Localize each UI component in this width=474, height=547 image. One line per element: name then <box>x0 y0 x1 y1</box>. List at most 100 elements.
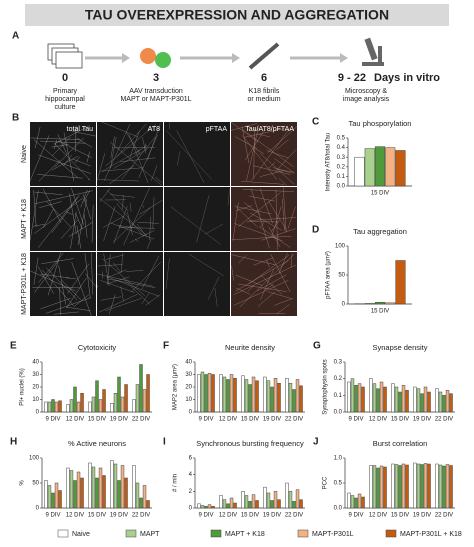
neurite <box>40 140 86 144</box>
bar <box>350 495 355 509</box>
bar <box>132 399 136 413</box>
bar <box>95 380 99 413</box>
neurite <box>75 212 83 230</box>
y-tick-label: 0.5 <box>337 136 346 142</box>
y-tick-label: 0 <box>342 302 346 308</box>
legend-swatch <box>125 529 137 538</box>
neurite <box>259 221 265 228</box>
neurite <box>101 121 138 138</box>
neurite <box>86 151 91 163</box>
row-label: MAPT-P301L + K18 <box>21 253 28 315</box>
neurite <box>63 154 73 167</box>
panel-letter: I <box>163 437 166 448</box>
legend-swatch <box>57 529 69 538</box>
neurite <box>90 252 94 295</box>
x-tick-label: 15 DIV <box>391 417 409 423</box>
figure-title: TAU OVEREXPRESSION AND AGGREGATION <box>85 7 389 23</box>
neurite <box>253 127 255 179</box>
bar <box>299 499 303 509</box>
bar <box>80 393 84 413</box>
bar <box>95 477 99 509</box>
step-label: image analysis <box>343 96 390 103</box>
chart-title: % Active neurons <box>68 439 126 448</box>
bar <box>405 390 409 413</box>
bar <box>401 385 406 413</box>
neurite <box>242 189 294 192</box>
bar <box>229 497 234 509</box>
neurite <box>231 123 258 131</box>
y-tick-label: 0.3 <box>334 360 343 366</box>
title-band <box>25 4 449 26</box>
neurite <box>267 126 297 153</box>
channel-label: pFTAA <box>206 126 228 133</box>
neurite <box>231 235 292 241</box>
neurite <box>37 266 55 295</box>
fibril-icon <box>248 42 280 70</box>
bar <box>357 383 362 413</box>
neurite <box>261 228 296 241</box>
y-tick-label: 40 <box>185 360 192 366</box>
neurite <box>61 280 82 301</box>
bar <box>146 500 150 509</box>
neurite <box>96 284 99 288</box>
bar <box>394 464 399 509</box>
culture-plates-icon <box>47 43 83 69</box>
bar <box>58 400 62 413</box>
bar <box>44 480 48 509</box>
neurite <box>98 179 140 182</box>
bar <box>288 383 293 413</box>
bar <box>449 393 453 413</box>
x-tick-label: 19 DIV <box>263 417 281 423</box>
neurite <box>243 202 261 215</box>
neurite <box>97 273 154 287</box>
x-tick-label: 15 DIV <box>88 417 106 423</box>
y-tick-label: 30 <box>32 372 39 378</box>
bar <box>354 156 365 187</box>
bar <box>295 489 300 509</box>
neurite <box>38 252 64 283</box>
neurite <box>242 129 294 167</box>
neurite <box>40 297 71 310</box>
neurite <box>29 190 39 241</box>
neurite <box>129 230 155 243</box>
neurite <box>138 134 158 178</box>
neurite <box>42 208 54 229</box>
bar <box>369 378 373 413</box>
neurite <box>276 139 289 150</box>
y-tick-label: 0.1 <box>337 174 346 180</box>
day-number: 0 <box>62 72 68 84</box>
bar <box>91 466 96 509</box>
bar <box>285 378 289 413</box>
bar <box>222 499 227 509</box>
legend-swatch <box>210 529 222 538</box>
y-tick-label: 0 <box>36 410 40 416</box>
neurite <box>271 206 282 236</box>
x-tick-label: 19 DIV <box>263 513 281 519</box>
bar <box>47 485 52 509</box>
bar <box>299 385 303 413</box>
x-tick-label: 12 DIV <box>219 417 237 423</box>
neurite <box>257 133 270 138</box>
x-tick-label: 9 DIV <box>198 417 213 423</box>
neurite <box>270 254 291 293</box>
legend-swatch <box>297 529 309 538</box>
y-tick-label: 100 <box>29 456 40 462</box>
neurite <box>106 276 160 297</box>
bar <box>354 497 358 509</box>
neurite <box>130 261 162 293</box>
bar <box>255 500 259 509</box>
bar <box>435 463 439 509</box>
bar <box>251 376 256 413</box>
micrograph-grid: total Tau AT8 pFTAA Tau/AT8/pFTAA Naive MAPT … <box>21 121 297 316</box>
neurite <box>45 297 92 314</box>
bar <box>420 464 424 509</box>
neurite <box>77 199 87 246</box>
bar <box>102 475 106 509</box>
bar <box>255 380 259 413</box>
bar <box>207 373 212 413</box>
neurite <box>30 137 81 140</box>
neurite <box>137 222 159 224</box>
panel-letter: C <box>312 117 319 128</box>
neurite <box>104 123 131 181</box>
bar <box>139 497 143 509</box>
